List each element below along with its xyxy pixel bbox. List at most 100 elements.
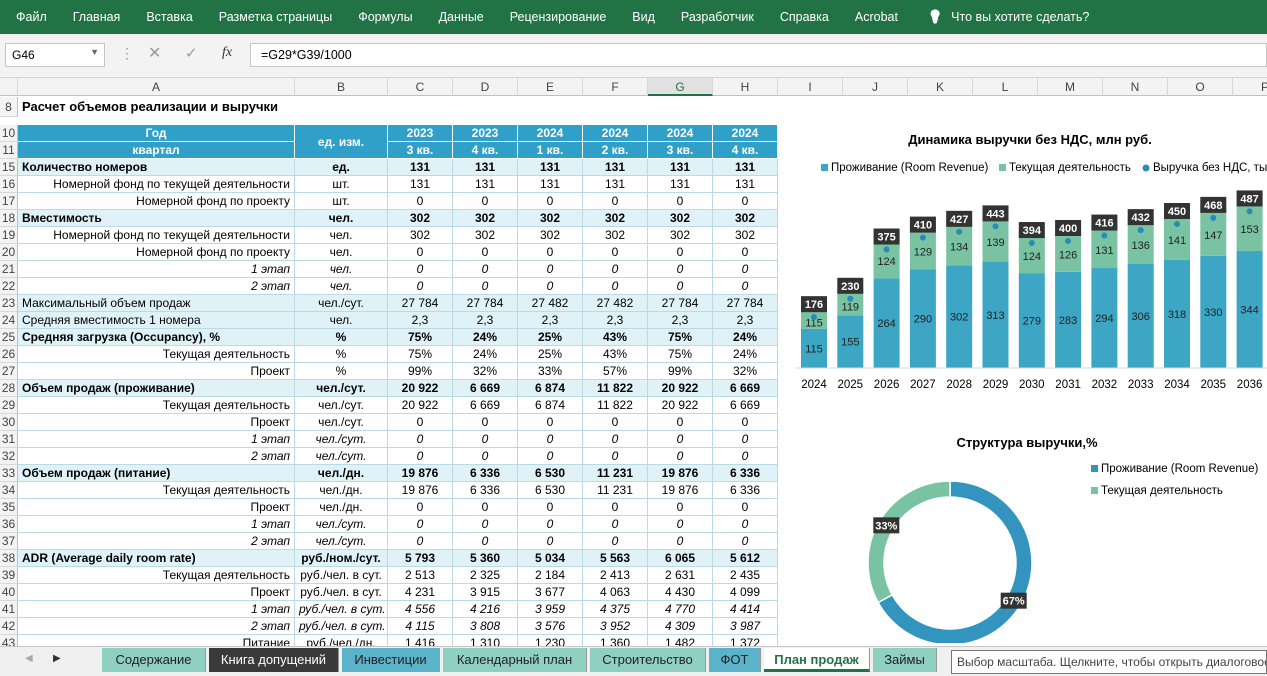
value-cell[interactable]: 0 xyxy=(388,533,453,550)
header-quarter[interactable]: 3 кв. xyxy=(388,142,453,159)
value-cell[interactable]: 0 xyxy=(583,516,648,533)
row-label[interactable]: Текущая деятельность xyxy=(18,346,295,363)
value-cell[interactable]: 0 xyxy=(648,499,713,516)
column-header[interactable]: P xyxy=(1233,78,1267,96)
value-cell[interactable]: 0 xyxy=(713,448,778,465)
value-cell[interactable]: 302 xyxy=(518,210,583,227)
row-label[interactable]: 2 этап xyxy=(18,448,295,465)
value-cell[interactable]: 0 xyxy=(713,414,778,431)
column-header[interactable]: M xyxy=(1038,78,1103,96)
unit-cell[interactable]: руб./чел. в сут. xyxy=(295,567,388,584)
row-header[interactable]: 30 xyxy=(0,414,18,431)
unit-cell[interactable]: чел. xyxy=(295,261,388,278)
header-year[interactable]: 2024 xyxy=(518,125,583,142)
value-cell[interactable]: 24% xyxy=(713,329,778,346)
value-cell[interactable]: 6 336 xyxy=(453,465,518,482)
column-header[interactable]: D xyxy=(453,78,518,96)
row-label[interactable]: 2 этап xyxy=(18,533,295,550)
value-cell[interactable]: 0 xyxy=(583,448,648,465)
ribbon-tab[interactable]: Вид xyxy=(632,10,655,24)
column-header[interactable]: G xyxy=(648,78,713,96)
total-marker[interactable] xyxy=(1137,227,1144,234)
value-cell[interactable]: 3 808 xyxy=(453,618,518,635)
value-cell[interactable]: 3 952 xyxy=(583,618,648,635)
value-cell[interactable]: 2,3 xyxy=(648,312,713,329)
sheet-tab[interactable]: Содержание xyxy=(102,648,206,672)
value-cell[interactable]: 0 xyxy=(713,278,778,295)
value-cell[interactable]: 3 959 xyxy=(518,601,583,618)
sheet-tab[interactable]: Календарный план xyxy=(443,648,587,672)
value-cell[interactable]: 2 435 xyxy=(713,567,778,584)
value-cell[interactable]: 19 876 xyxy=(388,465,453,482)
value-cell[interactable]: 6 065 xyxy=(648,550,713,567)
row-header[interactable]: 24 xyxy=(0,312,18,329)
unit-cell[interactable]: чел./сут. xyxy=(295,516,388,533)
value-cell[interactable]: 302 xyxy=(713,227,778,244)
value-cell[interactable]: 131 xyxy=(518,159,583,176)
total-marker[interactable] xyxy=(956,228,963,235)
value-cell[interactable]: 99% xyxy=(388,363,453,380)
value-cell[interactable]: 75% xyxy=(388,329,453,346)
value-cell[interactable]: 0 xyxy=(583,414,648,431)
value-cell[interactable]: 2 413 xyxy=(583,567,648,584)
row-header[interactable]: 20 xyxy=(0,244,18,261)
value-cell[interactable]: 19 876 xyxy=(388,482,453,499)
bar-current-activity[interactable] xyxy=(946,219,973,266)
sheet-tab[interactable]: Книга допущений xyxy=(209,648,339,672)
column-header[interactable]: N xyxy=(1103,78,1168,96)
row-header[interactable]: 34 xyxy=(0,482,18,499)
ribbon-tab[interactable]: Разработчик xyxy=(680,10,754,24)
column-header[interactable]: B xyxy=(295,78,388,96)
value-cell[interactable]: 0 xyxy=(518,244,583,261)
row-header[interactable]: 33 xyxy=(0,465,18,482)
value-cell[interactable]: 0 xyxy=(583,193,648,210)
unit-cell[interactable]: руб./чел. в сут. xyxy=(295,601,388,618)
name-box[interactable]: G46 ▼ xyxy=(5,43,105,67)
row-header[interactable]: 16 xyxy=(0,176,18,193)
value-cell[interactable]: 75% xyxy=(648,346,713,363)
row-label[interactable]: Проект xyxy=(18,584,295,601)
bar-room-revenue[interactable] xyxy=(837,315,864,368)
value-cell[interactable]: 2,3 xyxy=(518,312,583,329)
row-label[interactable]: Проект xyxy=(18,499,295,516)
row-header[interactable]: 31 xyxy=(0,431,18,448)
column-header[interactable]: K xyxy=(908,78,973,96)
unit-cell[interactable]: чел./сут. xyxy=(295,295,388,312)
column-header[interactable]: H xyxy=(713,78,778,96)
value-cell[interactable]: 0 xyxy=(453,244,518,261)
value-cell[interactable]: 6 336 xyxy=(713,465,778,482)
header-year[interactable]: 2023 xyxy=(388,125,453,142)
value-cell[interactable]: 302 xyxy=(388,227,453,244)
row-header[interactable]: 36 xyxy=(0,516,18,533)
value-cell[interactable]: 0 xyxy=(713,193,778,210)
bar-current-activity[interactable] xyxy=(1200,205,1227,256)
bar-room-revenue[interactable] xyxy=(801,328,827,368)
row-header[interactable]: 32 xyxy=(0,448,18,465)
value-cell[interactable]: 20 922 xyxy=(388,380,453,397)
value-cell[interactable]: 131 xyxy=(388,159,453,176)
select-all-corner[interactable] xyxy=(0,78,18,96)
row-label[interactable]: Питание xyxy=(18,635,295,646)
value-cell[interactable]: 27 482 xyxy=(518,295,583,312)
value-cell[interactable]: 27 784 xyxy=(648,295,713,312)
row-header[interactable]: 18 xyxy=(0,210,18,227)
value-cell[interactable]: 6 669 xyxy=(713,380,778,397)
bar-current-activity[interactable] xyxy=(1164,211,1190,260)
value-cell[interactable]: 57% xyxy=(583,363,648,380)
value-cell[interactable]: 0 xyxy=(648,278,713,295)
value-cell[interactable]: 302 xyxy=(453,227,518,244)
value-cell[interactable]: 0 xyxy=(713,261,778,278)
value-cell[interactable]: 4 309 xyxy=(648,618,713,635)
row-label[interactable]: 2 этап xyxy=(18,618,295,635)
value-cell[interactable]: 0 xyxy=(518,448,583,465)
value-cell[interactable]: 0 xyxy=(518,431,583,448)
column-header[interactable]: L xyxy=(973,78,1038,96)
row-header[interactable]: 39 xyxy=(0,567,18,584)
header-quarter[interactable]: 2 кв. xyxy=(583,142,648,159)
value-cell[interactable]: 0 xyxy=(388,499,453,516)
value-cell[interactable]: 19 876 xyxy=(648,465,713,482)
ribbon-tab[interactable]: Данные xyxy=(438,10,484,24)
header-year[interactable]: 2024 xyxy=(648,125,713,142)
value-cell[interactable]: 5 563 xyxy=(583,550,648,567)
header-year[interactable]: 2024 xyxy=(583,125,648,142)
